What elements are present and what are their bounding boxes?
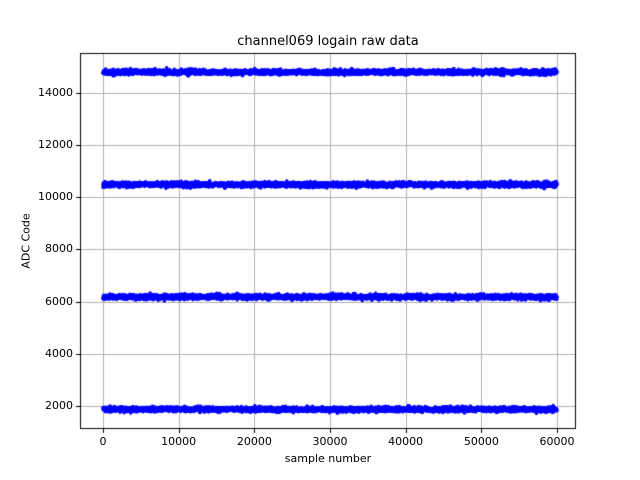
y-tick-label: 12000	[38, 138, 73, 152]
y-tick-label: 8000	[45, 242, 73, 256]
chart-title: channel069 logain raw data	[237, 34, 419, 49]
y-tick-label: 4000	[45, 346, 73, 360]
y-tick-label: 2000	[45, 398, 73, 412]
x-tick-label: 20000	[236, 435, 272, 448]
x-axis-label: sample number	[284, 452, 372, 465]
y-axis-label: ADC Code	[19, 213, 33, 269]
y-tick-label: 6000	[45, 294, 73, 308]
y-tick-label: 14000	[38, 86, 73, 99]
x-tick-label: 0	[99, 435, 107, 448]
y-tick-label: 10000	[38, 190, 73, 204]
x-tick-label: 60000	[539, 435, 575, 448]
x-tick-label: 30000	[312, 435, 348, 448]
x-tick-label: 10000	[161, 435, 197, 448]
x-tick-label: 50000	[463, 435, 499, 448]
x-tick-label: 40000	[388, 435, 424, 448]
